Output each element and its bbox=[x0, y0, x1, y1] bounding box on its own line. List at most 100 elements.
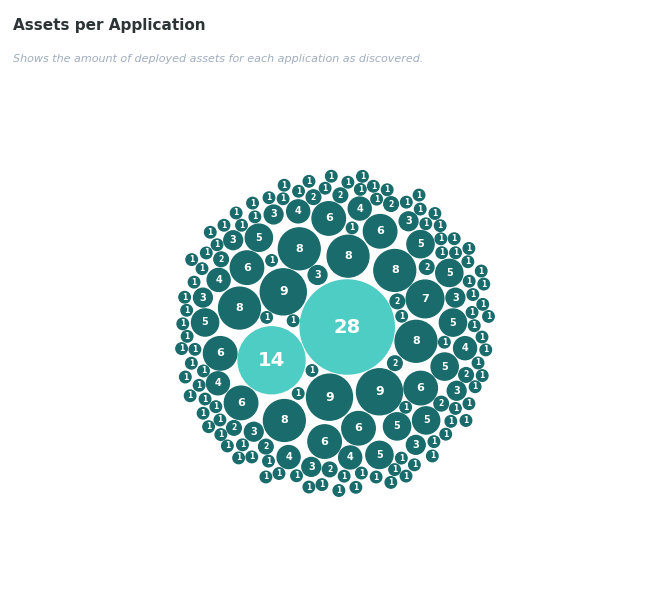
Circle shape bbox=[483, 311, 494, 322]
Circle shape bbox=[401, 197, 412, 208]
Circle shape bbox=[440, 429, 452, 440]
Text: 6: 6 bbox=[417, 383, 425, 393]
Circle shape bbox=[218, 219, 229, 231]
Circle shape bbox=[476, 265, 487, 277]
Circle shape bbox=[478, 278, 490, 290]
Circle shape bbox=[400, 401, 411, 413]
Text: 1: 1 bbox=[416, 191, 421, 200]
Circle shape bbox=[246, 451, 258, 463]
Circle shape bbox=[390, 294, 405, 309]
Circle shape bbox=[439, 337, 450, 348]
Text: 6: 6 bbox=[320, 436, 328, 447]
Circle shape bbox=[263, 192, 275, 204]
Text: 5: 5 bbox=[442, 362, 448, 371]
Circle shape bbox=[371, 471, 382, 483]
Circle shape bbox=[277, 445, 300, 469]
Text: 2: 2 bbox=[395, 297, 400, 306]
Circle shape bbox=[199, 393, 211, 405]
Text: 4: 4 bbox=[462, 343, 468, 353]
Circle shape bbox=[303, 481, 314, 493]
Text: 3: 3 bbox=[199, 293, 206, 302]
Circle shape bbox=[381, 184, 393, 195]
Circle shape bbox=[395, 320, 437, 362]
Text: 1: 1 bbox=[213, 402, 219, 411]
Text: 1: 1 bbox=[269, 256, 274, 265]
Circle shape bbox=[350, 481, 362, 493]
Text: 8: 8 bbox=[296, 244, 303, 254]
Circle shape bbox=[249, 211, 261, 222]
Circle shape bbox=[306, 374, 353, 420]
Circle shape bbox=[230, 207, 242, 219]
Circle shape bbox=[306, 365, 318, 376]
Text: 2: 2 bbox=[338, 191, 343, 200]
Circle shape bbox=[357, 369, 403, 415]
Text: 1: 1 bbox=[319, 480, 324, 489]
Text: 1: 1 bbox=[481, 279, 486, 288]
Text: 3: 3 bbox=[314, 270, 321, 280]
Circle shape bbox=[207, 372, 229, 395]
Circle shape bbox=[383, 413, 411, 440]
Circle shape bbox=[333, 485, 345, 496]
Text: 1: 1 bbox=[388, 478, 393, 487]
Circle shape bbox=[203, 421, 214, 433]
Circle shape bbox=[215, 429, 227, 441]
Text: 1: 1 bbox=[438, 234, 444, 243]
Text: 1: 1 bbox=[322, 184, 328, 193]
Circle shape bbox=[207, 269, 230, 291]
Circle shape bbox=[244, 423, 263, 441]
Circle shape bbox=[427, 450, 438, 462]
Circle shape bbox=[292, 388, 304, 399]
Circle shape bbox=[387, 356, 402, 370]
Text: 6: 6 bbox=[355, 423, 363, 433]
Text: 3: 3 bbox=[250, 427, 257, 437]
Circle shape bbox=[342, 412, 375, 445]
Text: 1: 1 bbox=[250, 198, 255, 207]
Text: 1: 1 bbox=[221, 221, 227, 230]
Text: 1: 1 bbox=[470, 290, 476, 299]
Text: 2: 2 bbox=[264, 442, 268, 451]
Circle shape bbox=[258, 439, 273, 454]
Text: 1: 1 bbox=[480, 332, 484, 341]
Text: 1: 1 bbox=[453, 248, 458, 257]
Circle shape bbox=[396, 311, 407, 322]
Text: 2: 2 bbox=[439, 399, 444, 408]
Circle shape bbox=[214, 252, 228, 267]
Text: 1: 1 bbox=[411, 460, 417, 469]
Text: 1: 1 bbox=[203, 394, 207, 403]
Circle shape bbox=[436, 247, 448, 258]
Text: 1: 1 bbox=[236, 453, 242, 462]
Circle shape bbox=[185, 358, 197, 369]
Circle shape bbox=[287, 200, 310, 223]
Circle shape bbox=[406, 436, 425, 454]
Circle shape bbox=[467, 289, 478, 300]
Circle shape bbox=[312, 202, 345, 235]
Text: 3: 3 bbox=[452, 293, 459, 303]
Circle shape bbox=[400, 471, 411, 482]
Text: 5: 5 bbox=[376, 450, 383, 460]
Text: 1: 1 bbox=[432, 209, 438, 218]
Text: 2: 2 bbox=[424, 263, 429, 272]
Circle shape bbox=[261, 312, 272, 323]
Text: 2: 2 bbox=[389, 200, 393, 209]
Circle shape bbox=[211, 239, 223, 251]
Text: 1: 1 bbox=[466, 399, 472, 408]
Circle shape bbox=[238, 327, 305, 394]
Text: 5: 5 bbox=[393, 421, 401, 432]
Circle shape bbox=[339, 471, 350, 482]
Circle shape bbox=[293, 186, 304, 197]
Circle shape bbox=[246, 224, 272, 251]
Text: 6: 6 bbox=[237, 398, 245, 408]
Circle shape bbox=[288, 315, 299, 326]
Text: 1: 1 bbox=[360, 172, 365, 181]
Text: 5: 5 bbox=[450, 317, 456, 328]
Circle shape bbox=[177, 318, 189, 329]
Text: 1: 1 bbox=[225, 442, 230, 451]
Text: 1: 1 bbox=[206, 422, 211, 431]
Circle shape bbox=[476, 331, 488, 343]
Text: 1: 1 bbox=[217, 415, 223, 424]
Circle shape bbox=[459, 368, 474, 382]
Circle shape bbox=[339, 446, 362, 469]
Circle shape bbox=[224, 386, 258, 419]
Circle shape bbox=[472, 357, 484, 369]
Circle shape bbox=[385, 477, 397, 488]
